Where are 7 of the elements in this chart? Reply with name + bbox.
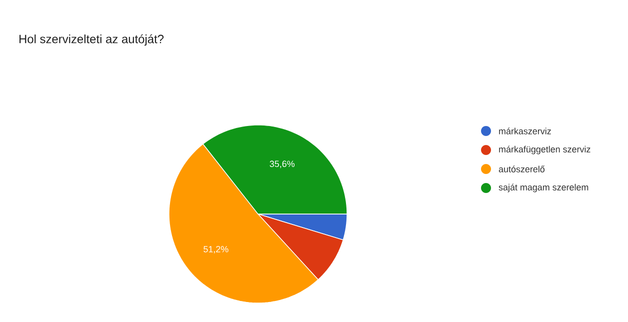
- legend-label: márkafüggetlen szerviz: [499, 146, 590, 154]
- chart-title: Hol szervizelteti az autóját?: [20, 34, 164, 46]
- legend-label: saját magam szerelem: [498, 184, 588, 192]
- legend-label: autószerelő: [498, 166, 545, 172]
- data-label: 51,2%: [204, 246, 228, 254]
- data-label: 35,6%: [270, 160, 295, 168]
- legend-label: márkaszerviz: [499, 128, 551, 134]
